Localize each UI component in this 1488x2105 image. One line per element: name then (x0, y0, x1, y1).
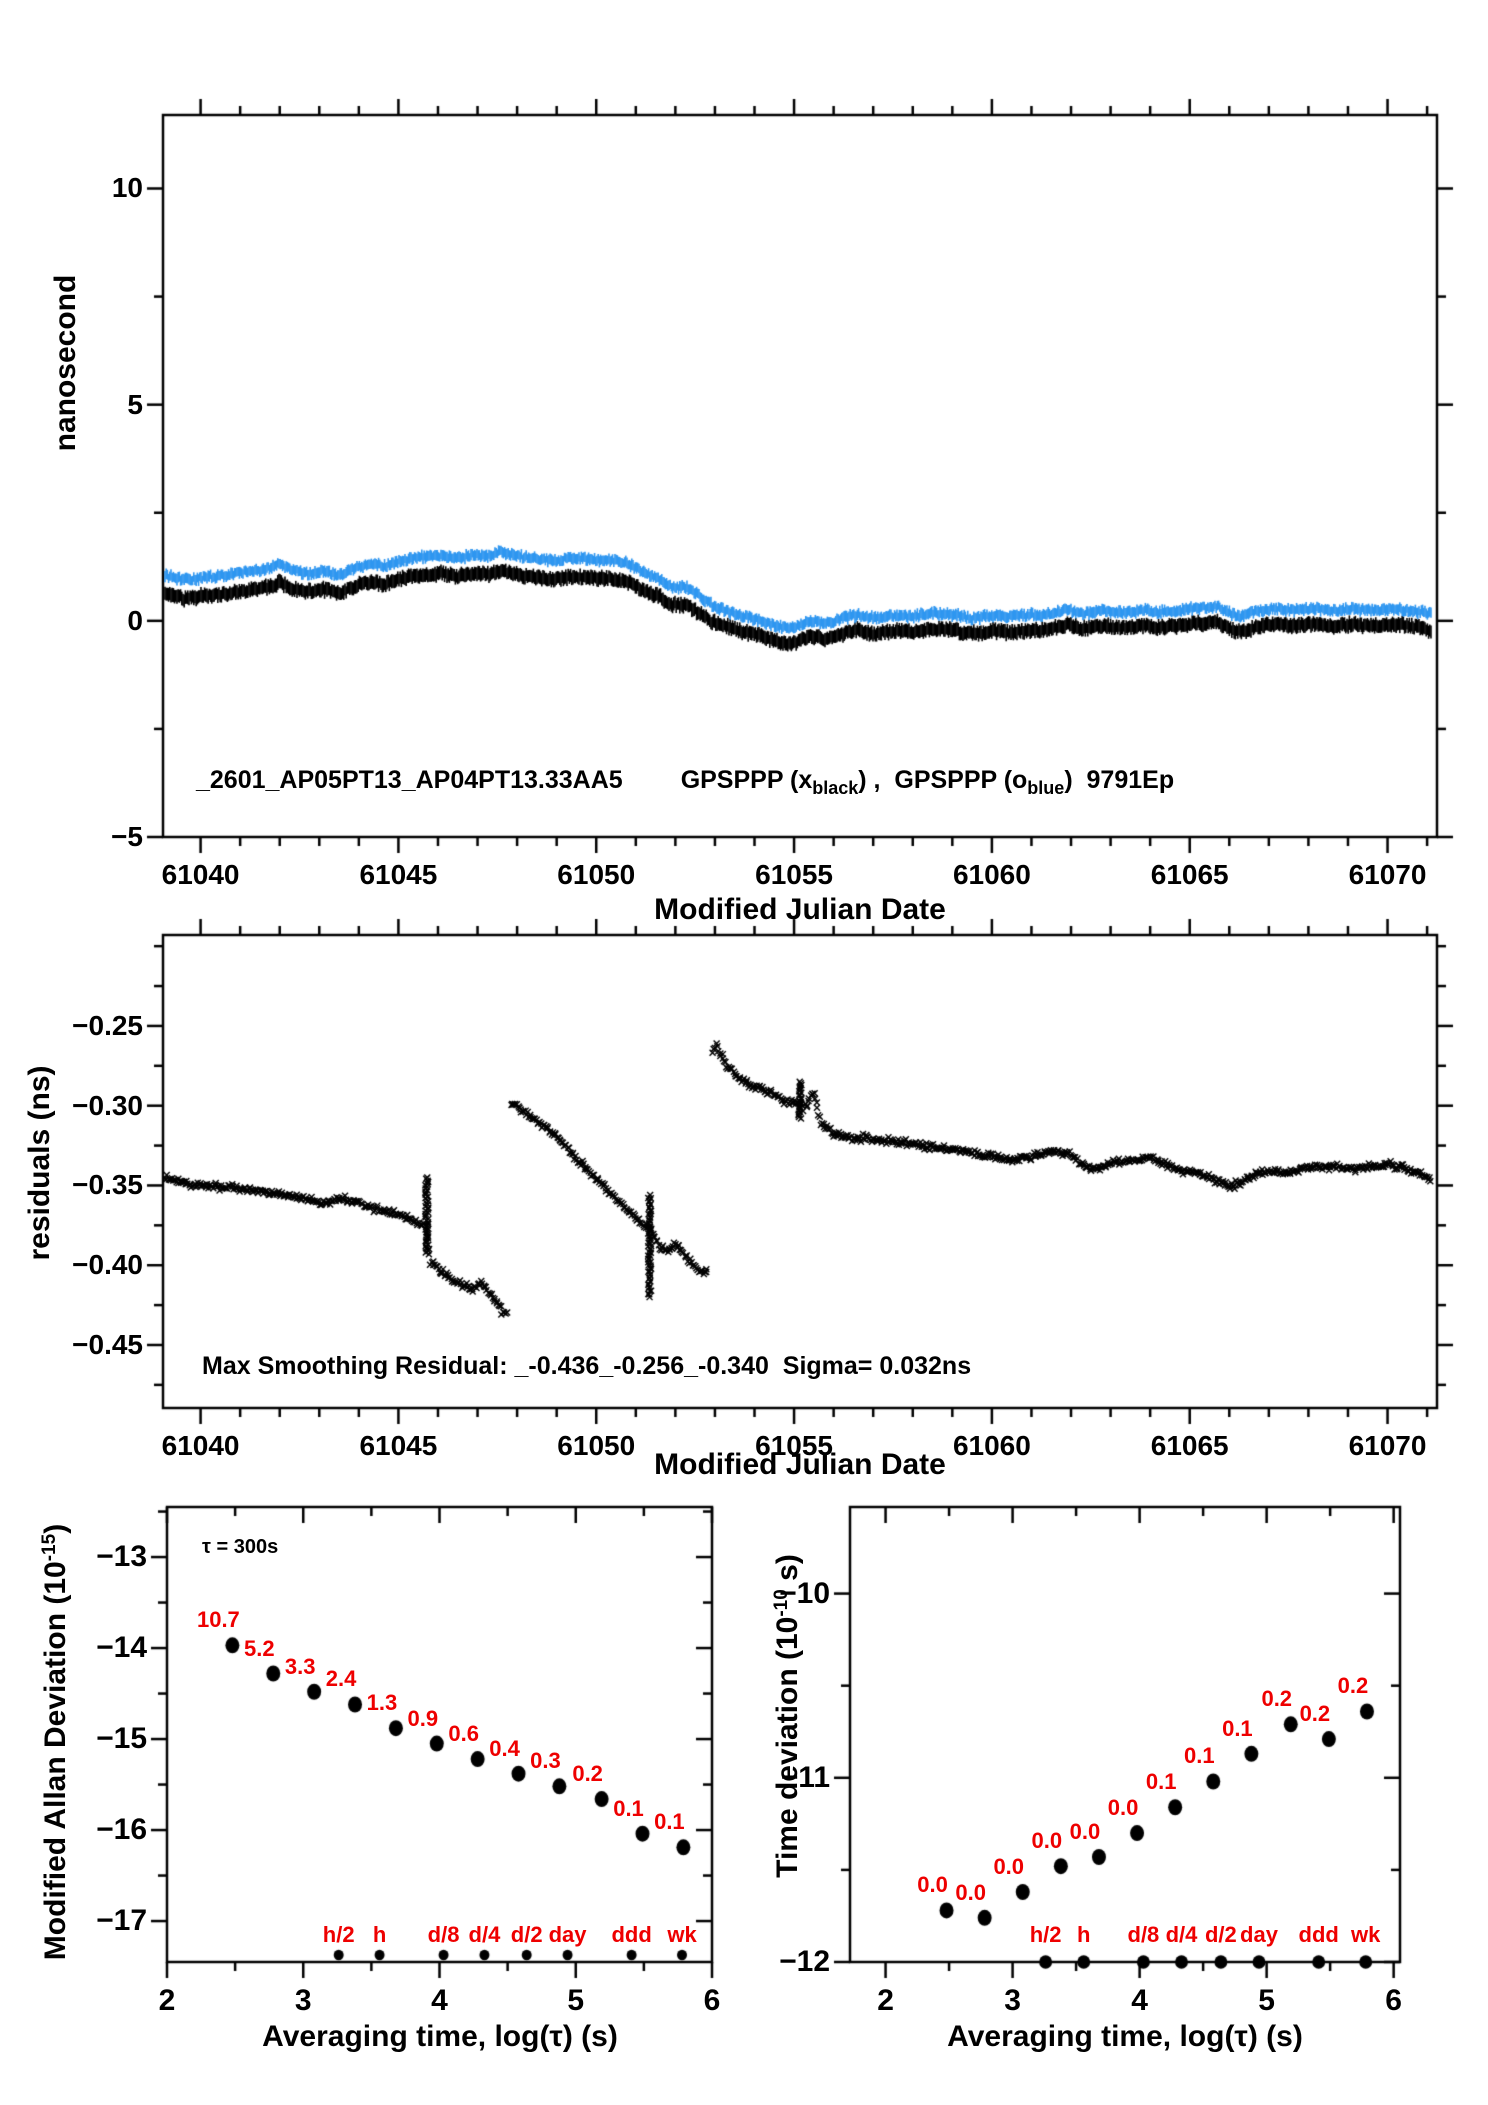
point-value-label: 10.7 (196, 1607, 240, 1633)
mdev-x-axis-title: Averaging time, log(τ) (s) (262, 2020, 618, 2053)
point-value-label: 0.1 (1183, 1743, 1215, 1769)
legend-series-desc: GPSPPP (xblack) , GPSPPP (oblue) 9791Ep (680, 766, 1175, 798)
tau-unit-label: h (372, 1922, 387, 1947)
mdev-exponent: -15 (39, 1533, 60, 1562)
legend-series-id: _2601_AP05PT13_AP04PT13.33AA5 (196, 766, 623, 794)
x-tick-label: 61070 (1348, 1430, 1427, 1461)
y-tick-label: −0.40 (72, 1249, 143, 1281)
x-tick-label: 2 (158, 1984, 176, 2017)
y-tick-label: −10 (779, 1576, 830, 1610)
point-value-label: 0.1 (654, 1809, 685, 1835)
x-tick-label: 61065 (1150, 859, 1229, 890)
x-tick-label: 61040 (161, 1430, 240, 1461)
tau-unit-label: h (1076, 1922, 1091, 1947)
tau-unit-label: d/8 (1127, 1922, 1160, 1947)
point-value-label: 0.1 (1145, 1769, 1177, 1795)
point-value-label: 0.2 (1261, 1686, 1293, 1712)
y-tick-label: −13 (96, 1540, 147, 1574)
x-tick-label: 61045 (359, 1430, 438, 1461)
tau-unit-label: h/2 (322, 1922, 355, 1947)
point-value-label: 0.2 (1337, 1673, 1369, 1699)
x-tick-label: 6 (1385, 1984, 1402, 2017)
x-tick-label: 61050 (557, 1430, 636, 1461)
x-tick-label: 6 (703, 1984, 721, 2017)
x-tick-label: 5 (1258, 1984, 1275, 2017)
tau-unit-label: ddd (1298, 1922, 1339, 1947)
point-value-label: 2.4 (325, 1666, 357, 1692)
point-value-label: 0.9 (407, 1705, 439, 1731)
tau-unit-label: d/2 (1204, 1922, 1237, 1947)
y-tick-label: −0.25 (72, 1009, 143, 1041)
point-value-label: 5.2 (243, 1635, 275, 1661)
y-tick-label: −0.30 (72, 1089, 143, 1121)
point-value-label: 0.0 (917, 1872, 948, 1898)
point-value-label: 0.6 (448, 1721, 479, 1747)
y-tick-label: −5 (111, 821, 143, 852)
point-value-label: 0.1 (613, 1795, 644, 1821)
point-value-label: 0.0 (1107, 1795, 1139, 1821)
y-tick-label: 0 (127, 604, 143, 636)
point-value-label: 0.0 (955, 1879, 986, 1905)
point-value-label: 0.2 (572, 1761, 603, 1787)
point-value-label: 0.0 (1069, 1819, 1101, 1844)
y-tick-label: −0.45 (72, 1328, 143, 1360)
tau-unit-label: wk (1351, 1922, 1381, 1947)
x-tick-label: 61050 (557, 859, 636, 890)
y-tick-label: −15 (96, 1722, 147, 1756)
tau-unit-label: day (548, 1922, 587, 1947)
tau-unit-label: d/4 (468, 1922, 501, 1947)
residuals-x-axis-title: Modified Julian Date (654, 1448, 946, 1481)
tau-annotation: τ = 300s (202, 1536, 279, 1558)
x-tick-label: 4 (1131, 1984, 1148, 2017)
tau-unit-label: wk (667, 1922, 697, 1947)
y-tick-label: −17 (96, 1904, 147, 1938)
point-value-label: 0.2 (1299, 1701, 1331, 1727)
residuals-y-axis-title: residuals (ns) (23, 1065, 56, 1261)
x-tick-label: 61060 (952, 859, 1031, 890)
x-tick-label: 61060 (952, 1430, 1031, 1461)
tau-unit-label: d/2 (510, 1922, 543, 1947)
tau-unit-label: d/4 (1165, 1922, 1198, 1947)
point-value-label: 0.1 (1222, 1715, 1253, 1741)
y-tick-label: 5 (127, 388, 143, 420)
y-tick-label: −0.35 (72, 1169, 143, 1201)
x-tick-label: 61045 (359, 859, 438, 890)
x-tick-label: 61070 (1348, 859, 1427, 890)
x-tick-label: 4 (431, 1984, 448, 2017)
y-tick-label: 10 (111, 172, 143, 204)
y-tick-label: −11 (780, 1760, 830, 1794)
y-tick-label: −16 (96, 1813, 147, 1847)
y-tick-label: −14 (96, 1631, 147, 1665)
phase-x-axis-title: Modified Julian Date (654, 893, 946, 926)
point-value-label: 0.0 (993, 1854, 1025, 1879)
point-value-label: 0.0 (1031, 1828, 1063, 1854)
x-tick-label: 3 (294, 1984, 312, 2017)
x-tick-label: 61055 (755, 859, 833, 890)
x-tick-label: 5 (567, 1984, 585, 2017)
legend-sub-blue: blue (1027, 778, 1065, 798)
point-value-label: 0.4 (489, 1735, 520, 1761)
tdev-x-axis-title: Averaging time, log(τ) (s) (947, 2020, 1303, 2053)
x-tick-label: 61040 (161, 859, 240, 890)
tau-unit-label: ddd (611, 1922, 652, 1947)
x-tick-label: 61055 (755, 1430, 833, 1461)
y-tick-label: −12 (779, 1945, 830, 1978)
x-tick-label: 61065 (1150, 1430, 1229, 1461)
max-smoothing-residual-note: Max Smoothing Residual: _-0.436_-0.256_-… (202, 1352, 972, 1380)
phase-y-axis-title: nanosecond (49, 274, 82, 452)
x-tick-label: 3 (1004, 1984, 1021, 2017)
point-value-label: 1.3 (366, 1690, 398, 1716)
phase-legend: _2601_AP05PT13_AP04PT13.33AA5 GPSPPP (xbl… (196, 766, 1175, 798)
mdev-y-axis-title: Modified Allan Deviation (10-15) (39, 1523, 72, 1961)
point-value-label: 3.3 (284, 1653, 316, 1679)
tau-unit-label: day (1240, 1922, 1278, 1947)
tau-unit-label: h/2 (1029, 1922, 1062, 1947)
legend-sub-black: black (812, 778, 859, 798)
point-value-label: 0.3 (530, 1748, 561, 1774)
x-tick-label: 2 (877, 1984, 894, 2017)
tau-unit-label: d/8 (427, 1922, 460, 1947)
